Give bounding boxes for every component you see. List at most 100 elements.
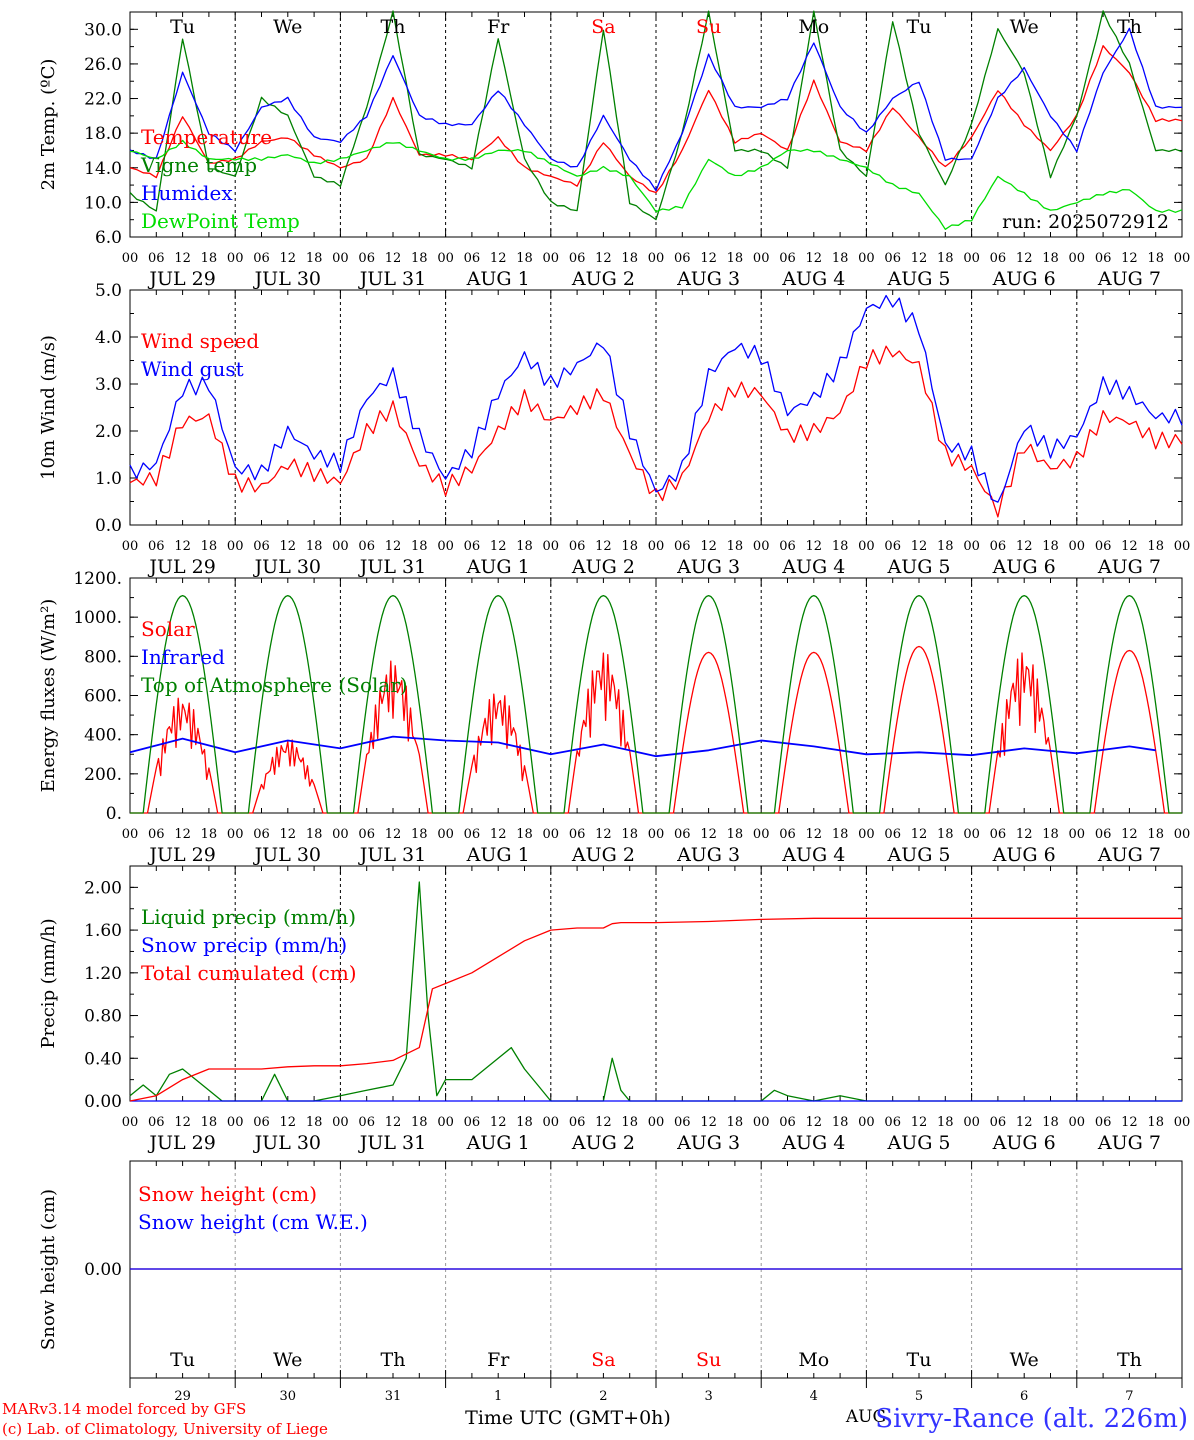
y-axis-label: Energy fluxes (W/m²) bbox=[38, 599, 59, 793]
x-hour-label: 06 bbox=[148, 827, 165, 842]
x-hour-label: 18 bbox=[306, 251, 323, 266]
x-hour-label: 06 bbox=[990, 827, 1007, 842]
weekday-label: We bbox=[1010, 16, 1039, 38]
x-hour-label: 06 bbox=[779, 827, 796, 842]
series-line bbox=[129, 917, 1182, 1102]
weekday-label: Th bbox=[1117, 16, 1142, 38]
x-hour-label: 06 bbox=[674, 539, 691, 554]
x-hour-label: 12 bbox=[1121, 251, 1138, 266]
x-hour-label: 06 bbox=[1095, 1115, 1112, 1130]
weekday-label: We bbox=[273, 16, 302, 38]
x-hour-label: 00 bbox=[227, 827, 244, 842]
x-hour-label: 00 bbox=[963, 827, 980, 842]
x-hour-label: 06 bbox=[779, 1115, 796, 1130]
series-line bbox=[129, 139, 1183, 230]
x-hour-label: 00 bbox=[1174, 539, 1191, 554]
y-tick-label: 600. bbox=[84, 687, 122, 707]
x-date-label: AUG 4 bbox=[781, 844, 845, 866]
x-date-label: JUL 30 bbox=[253, 1132, 321, 1154]
x-hour-label: 12 bbox=[1016, 1115, 1033, 1130]
x-hour-label: 12 bbox=[700, 1115, 717, 1130]
x-hour-label: 06 bbox=[358, 251, 375, 266]
x-hour-label: 00 bbox=[963, 1115, 980, 1130]
x-hour-label: 06 bbox=[884, 827, 901, 842]
x-hour-label: 06 bbox=[779, 539, 796, 554]
x-hour-label: 18 bbox=[621, 827, 638, 842]
y-tick-label: 200. bbox=[84, 765, 122, 785]
weekday-label: Th bbox=[381, 16, 406, 38]
x-hour-label: 00 bbox=[437, 827, 454, 842]
x-hour-label: 18 bbox=[937, 539, 954, 554]
weekday-label: Mo bbox=[798, 1349, 829, 1371]
x-hour-label: 00 bbox=[858, 827, 875, 842]
x-date-label: AUG 3 bbox=[676, 556, 740, 578]
series-line bbox=[129, 10, 1183, 221]
y-tick-label: 800. bbox=[84, 647, 122, 667]
x-hour-label: 12 bbox=[490, 539, 507, 554]
weekday-label: Tu bbox=[170, 1349, 195, 1371]
x-hour-label: 12 bbox=[385, 251, 402, 266]
x-date-label: AUG 5 bbox=[886, 1132, 950, 1154]
x-hour-label: 12 bbox=[1016, 251, 1033, 266]
y-tick-label: 1000. bbox=[73, 608, 122, 628]
y-tick-label: 4.0 bbox=[95, 328, 122, 348]
x-hour-label: 12 bbox=[385, 827, 402, 842]
x-hour-label: 00 bbox=[1069, 251, 1086, 266]
x-hour-label: 18 bbox=[832, 539, 849, 554]
x-hour-label: 00 bbox=[963, 539, 980, 554]
x-date-label: AUG 4 bbox=[781, 268, 845, 290]
x-date-label: AUG 7 bbox=[1097, 844, 1161, 866]
weekday-label: Su bbox=[696, 16, 721, 38]
x-hour-label: 06 bbox=[674, 1115, 691, 1130]
x-hour-label: 12 bbox=[806, 251, 823, 266]
x-date-label: AUG 6 bbox=[992, 556, 1056, 578]
x-hour-label: 00 bbox=[1174, 1115, 1191, 1130]
x-hour-label: 18 bbox=[727, 539, 744, 554]
x-hour-label: 18 bbox=[201, 539, 218, 554]
footer-copyright: (c) Lab. of Climatology, University of L… bbox=[2, 1420, 328, 1438]
x-date-label: AUG 2 bbox=[571, 556, 635, 578]
legend-entry: Vigne temp bbox=[140, 153, 257, 177]
legend-entry: Top of Atmosphere (Solar) bbox=[141, 673, 408, 697]
x-hour-label: 18 bbox=[1147, 251, 1164, 266]
series-line bbox=[129, 345, 1183, 518]
x-hour-label: 12 bbox=[280, 539, 297, 554]
y-axis-label: Snow height (cm) bbox=[38, 1189, 59, 1350]
x-hour-label: 12 bbox=[1121, 827, 1138, 842]
x-date-label: AUG 5 bbox=[886, 556, 950, 578]
x-date-label: AUG 1 bbox=[466, 844, 530, 866]
weekday-label: Fr bbox=[487, 1349, 510, 1371]
x-hour-label: 12 bbox=[595, 251, 612, 266]
x-hour-label: 12 bbox=[806, 539, 823, 554]
x-hour-label: 00 bbox=[753, 827, 770, 842]
footer-model-credit: MARv3.14 model forced by GFS bbox=[2, 1400, 246, 1418]
x-date-label: AUG 1 bbox=[466, 556, 530, 578]
x-date-label: AUG 5 bbox=[886, 268, 950, 290]
x-date-label: AUG 3 bbox=[676, 1132, 740, 1154]
x-hour-label: 18 bbox=[516, 1115, 533, 1130]
x-date-label: AUG 4 bbox=[781, 1132, 845, 1154]
day-number-label: 29 bbox=[174, 1389, 191, 1404]
x-hour-label: 18 bbox=[1042, 1115, 1059, 1130]
y-tick-label: 3.0 bbox=[95, 375, 122, 395]
x-date-label: AUG 3 bbox=[676, 844, 740, 866]
x-hour-label: 12 bbox=[911, 539, 928, 554]
x-hour-label: 00 bbox=[227, 1115, 244, 1130]
x-hour-label: 18 bbox=[621, 539, 638, 554]
y-tick-label: 10.0 bbox=[84, 193, 122, 213]
x-hour-label: 06 bbox=[464, 827, 481, 842]
y-tick-label: 22.0 bbox=[84, 90, 122, 110]
x-hour-label: 18 bbox=[306, 827, 323, 842]
x-hour-label: 00 bbox=[753, 539, 770, 554]
x-hour-label: 18 bbox=[1147, 1115, 1164, 1130]
x-hour-label: 06 bbox=[464, 1115, 481, 1130]
y-tick-label: 0.40 bbox=[84, 1049, 122, 1069]
x-hour-label: 00 bbox=[1174, 827, 1191, 842]
legend-entry: DewPoint Temp bbox=[141, 209, 300, 233]
x-hour-label: 00 bbox=[122, 539, 139, 554]
x-hour-label: 00 bbox=[122, 251, 139, 266]
x-hour-label: 18 bbox=[1147, 827, 1164, 842]
x-hour-label: 18 bbox=[937, 1115, 954, 1130]
x-hour-label: 12 bbox=[385, 539, 402, 554]
x-hour-label: 00 bbox=[963, 251, 980, 266]
